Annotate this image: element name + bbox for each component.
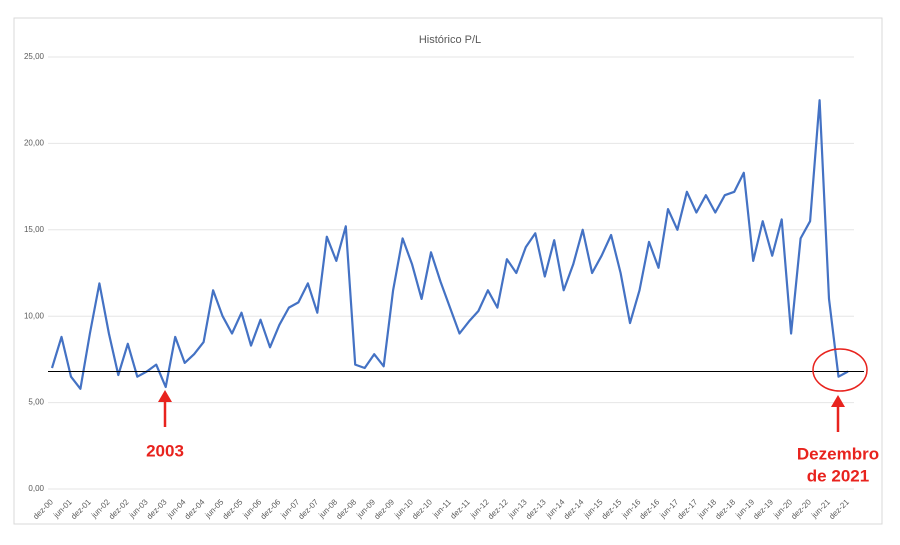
chart-frame <box>13 17 883 525</box>
annotation: 2003 <box>146 441 184 460</box>
highlight-circle <box>812 348 868 392</box>
chart-title: Histórico P/L <box>419 34 481 46</box>
y-tick-label: 0,00 <box>28 484 44 493</box>
arrow-head <box>831 395 845 407</box>
y-tick-label: 15,00 <box>24 225 45 234</box>
arrow-head <box>158 390 172 402</box>
y-tick-label: 20,00 <box>24 139 45 148</box>
y-tick-label: 10,00 <box>24 311 45 320</box>
y-tick-label: 25,00 <box>24 52 45 61</box>
line-series <box>50 99 849 390</box>
annotation: Dezembro <box>797 444 879 463</box>
y-tick-label: 5,00 <box>28 398 44 407</box>
annotation: de 2021 <box>807 466 869 485</box>
